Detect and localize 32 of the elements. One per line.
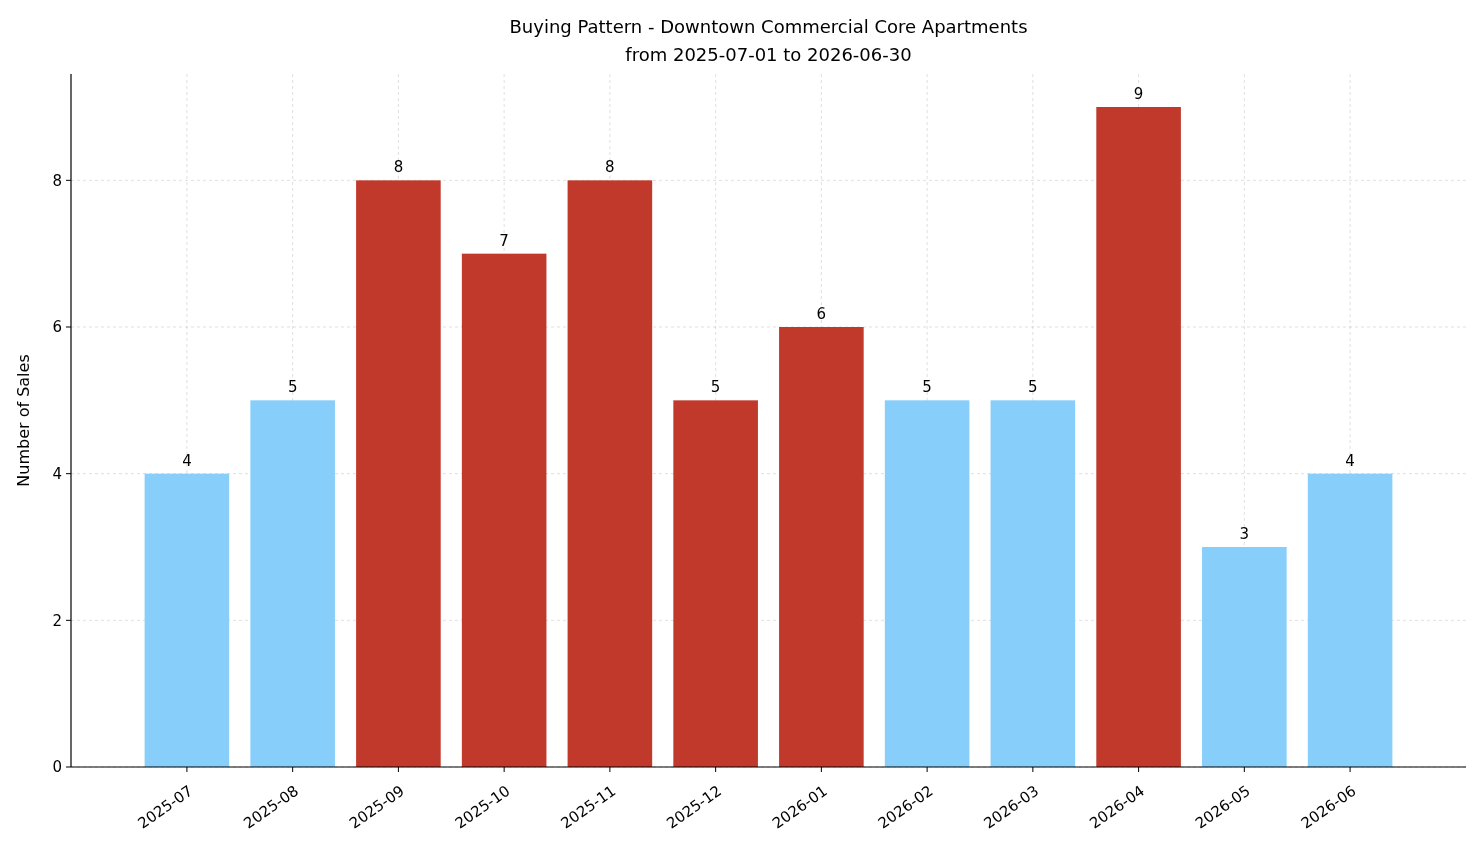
data-label: 6 [816,305,827,323]
bar [1307,473,1393,767]
bar [567,180,653,767]
data-label: 3 [1239,525,1250,543]
data-label: 8 [393,158,404,177]
bar [1096,107,1181,767]
bar [673,400,758,767]
data-label: 4 [1345,451,1355,470]
y-axis-title: Number of Sales [14,354,33,487]
data-label: 5 [922,378,932,397]
chart-title: Buying Pattern - Downtown Commercial Core Apartments [509,16,1028,37]
bar [356,180,441,767]
data-label: 4 [182,451,192,470]
bar [990,400,1076,767]
data-label: 5 [287,378,298,397]
y-tick-label: 2 [52,611,62,630]
data-label: 7 [499,231,509,250]
chart-subtitle: from 2025-07-01 to 2026-06-30 [625,44,912,65]
y-tick-label: 6 [52,318,62,337]
data-label: 8 [605,158,615,177]
data-label: 5 [710,378,721,397]
data-label: 9 [1133,85,1144,103]
y-tick-label: 4 [52,464,62,483]
y-tick-label: 0 [52,758,62,777]
data-label: 5 [1028,378,1038,397]
bar [1202,547,1287,767]
bar [461,253,547,767]
y-tick-label: 8 [52,171,62,190]
bar [144,473,230,767]
bar [884,400,970,767]
bar [250,400,335,767]
bar [779,327,864,767]
